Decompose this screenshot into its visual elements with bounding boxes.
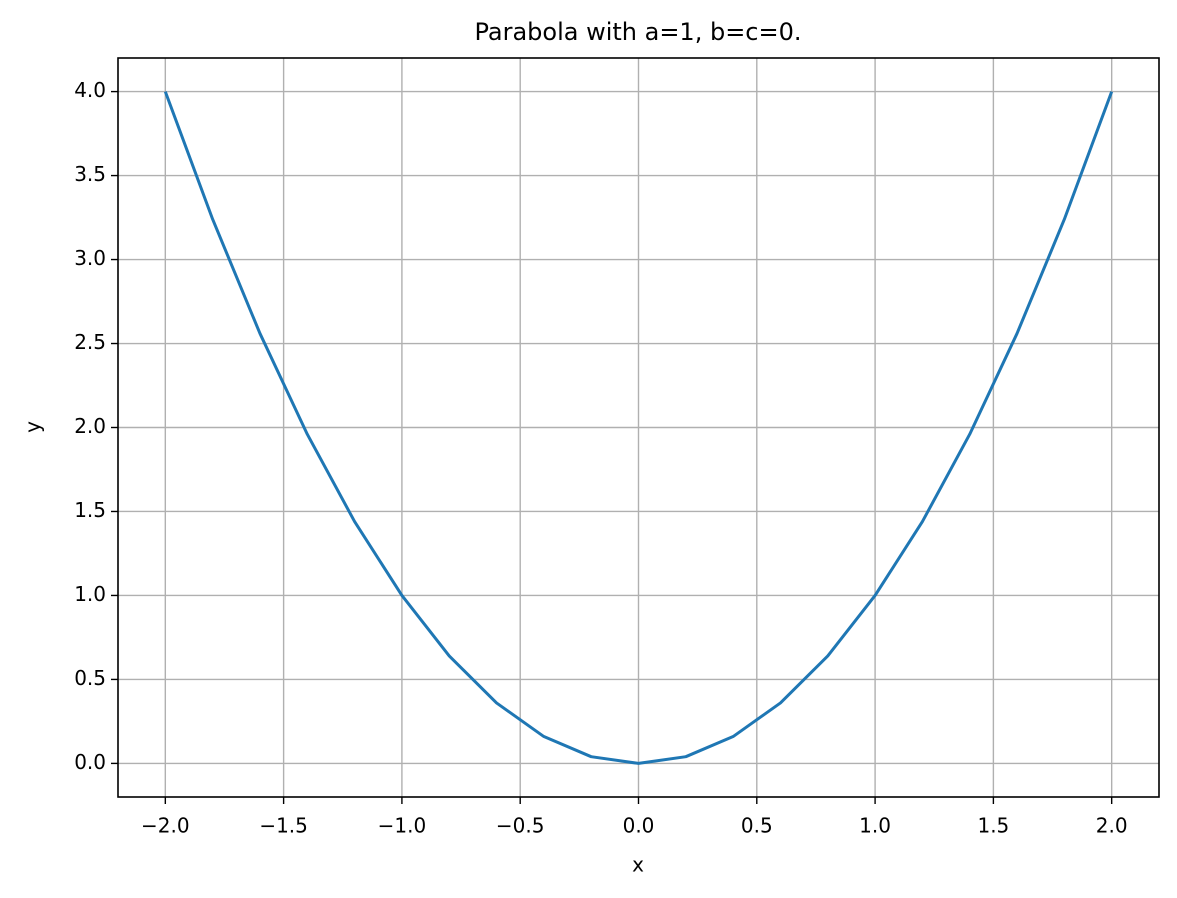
x-tick-label: 1.5 bbox=[977, 814, 1009, 838]
plot-frame bbox=[117, 57, 1160, 798]
y-tick-label: 2.0 bbox=[74, 414, 106, 438]
x-tick-label: −2.0 bbox=[141, 814, 190, 838]
y-tick-label: 3.5 bbox=[74, 162, 106, 186]
y-tick-label: 1.5 bbox=[74, 498, 106, 522]
x-tick-label: −1.0 bbox=[378, 814, 427, 838]
y-tick-label: 4.0 bbox=[74, 78, 106, 102]
y-tick-label: 1.0 bbox=[74, 582, 106, 606]
y-tick-label: 0.5 bbox=[74, 666, 106, 690]
x-tick-label: 0.5 bbox=[741, 814, 773, 838]
x-tick-label: −0.5 bbox=[496, 814, 545, 838]
chart-title: Parabola with a=1, b=c=0. bbox=[474, 18, 801, 46]
y-axis-label: y bbox=[21, 421, 45, 433]
x-axis-label: x bbox=[632, 853, 644, 877]
y-tick-label: 0.0 bbox=[74, 750, 106, 774]
y-tick-label: 3.0 bbox=[74, 246, 106, 270]
x-tick-label: 1.0 bbox=[859, 814, 891, 838]
y-tick-label: 2.5 bbox=[74, 330, 106, 354]
x-tick-label: 0.0 bbox=[623, 814, 655, 838]
line bbox=[163, 91, 1114, 765]
x-tick-label: −1.5 bbox=[259, 814, 308, 838]
x-tick-label: 2.0 bbox=[1096, 814, 1128, 838]
